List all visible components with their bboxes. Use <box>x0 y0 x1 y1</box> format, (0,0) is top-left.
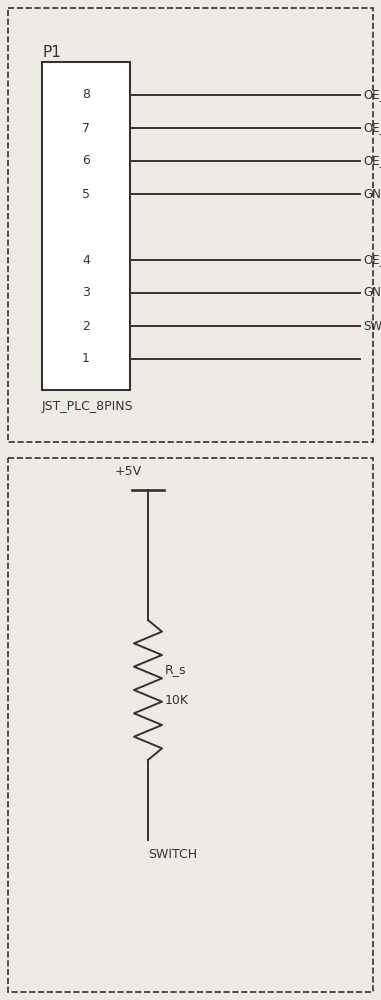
Text: 6: 6 <box>82 154 90 167</box>
Text: 10K: 10K <box>165 694 189 706</box>
Text: 7: 7 <box>82 121 90 134</box>
Text: GND: GND <box>363 188 381 200</box>
Text: SWITCH: SWITCH <box>363 320 381 332</box>
Text: OE_G: OE_G <box>363 253 381 266</box>
Text: +5V: +5V <box>115 465 142 478</box>
Text: 2: 2 <box>82 320 90 332</box>
Text: R_s: R_s <box>165 664 187 676</box>
Text: 5: 5 <box>82 188 90 200</box>
Text: OE_R: OE_R <box>363 121 381 134</box>
Bar <box>42 62 130 390</box>
Text: SWITCH: SWITCH <box>148 848 197 861</box>
Text: 4: 4 <box>82 253 90 266</box>
Text: 8: 8 <box>82 89 90 102</box>
Text: GND: GND <box>363 286 381 300</box>
Text: P1: P1 <box>42 45 61 60</box>
Bar <box>8 458 373 992</box>
Text: OE_B: OE_B <box>363 154 381 167</box>
Text: 1: 1 <box>82 353 90 365</box>
Text: 3: 3 <box>82 286 90 300</box>
Text: OE_Y: OE_Y <box>363 89 381 102</box>
Bar <box>8 8 373 442</box>
Text: JST_PLC_8PINS: JST_PLC_8PINS <box>42 400 134 413</box>
